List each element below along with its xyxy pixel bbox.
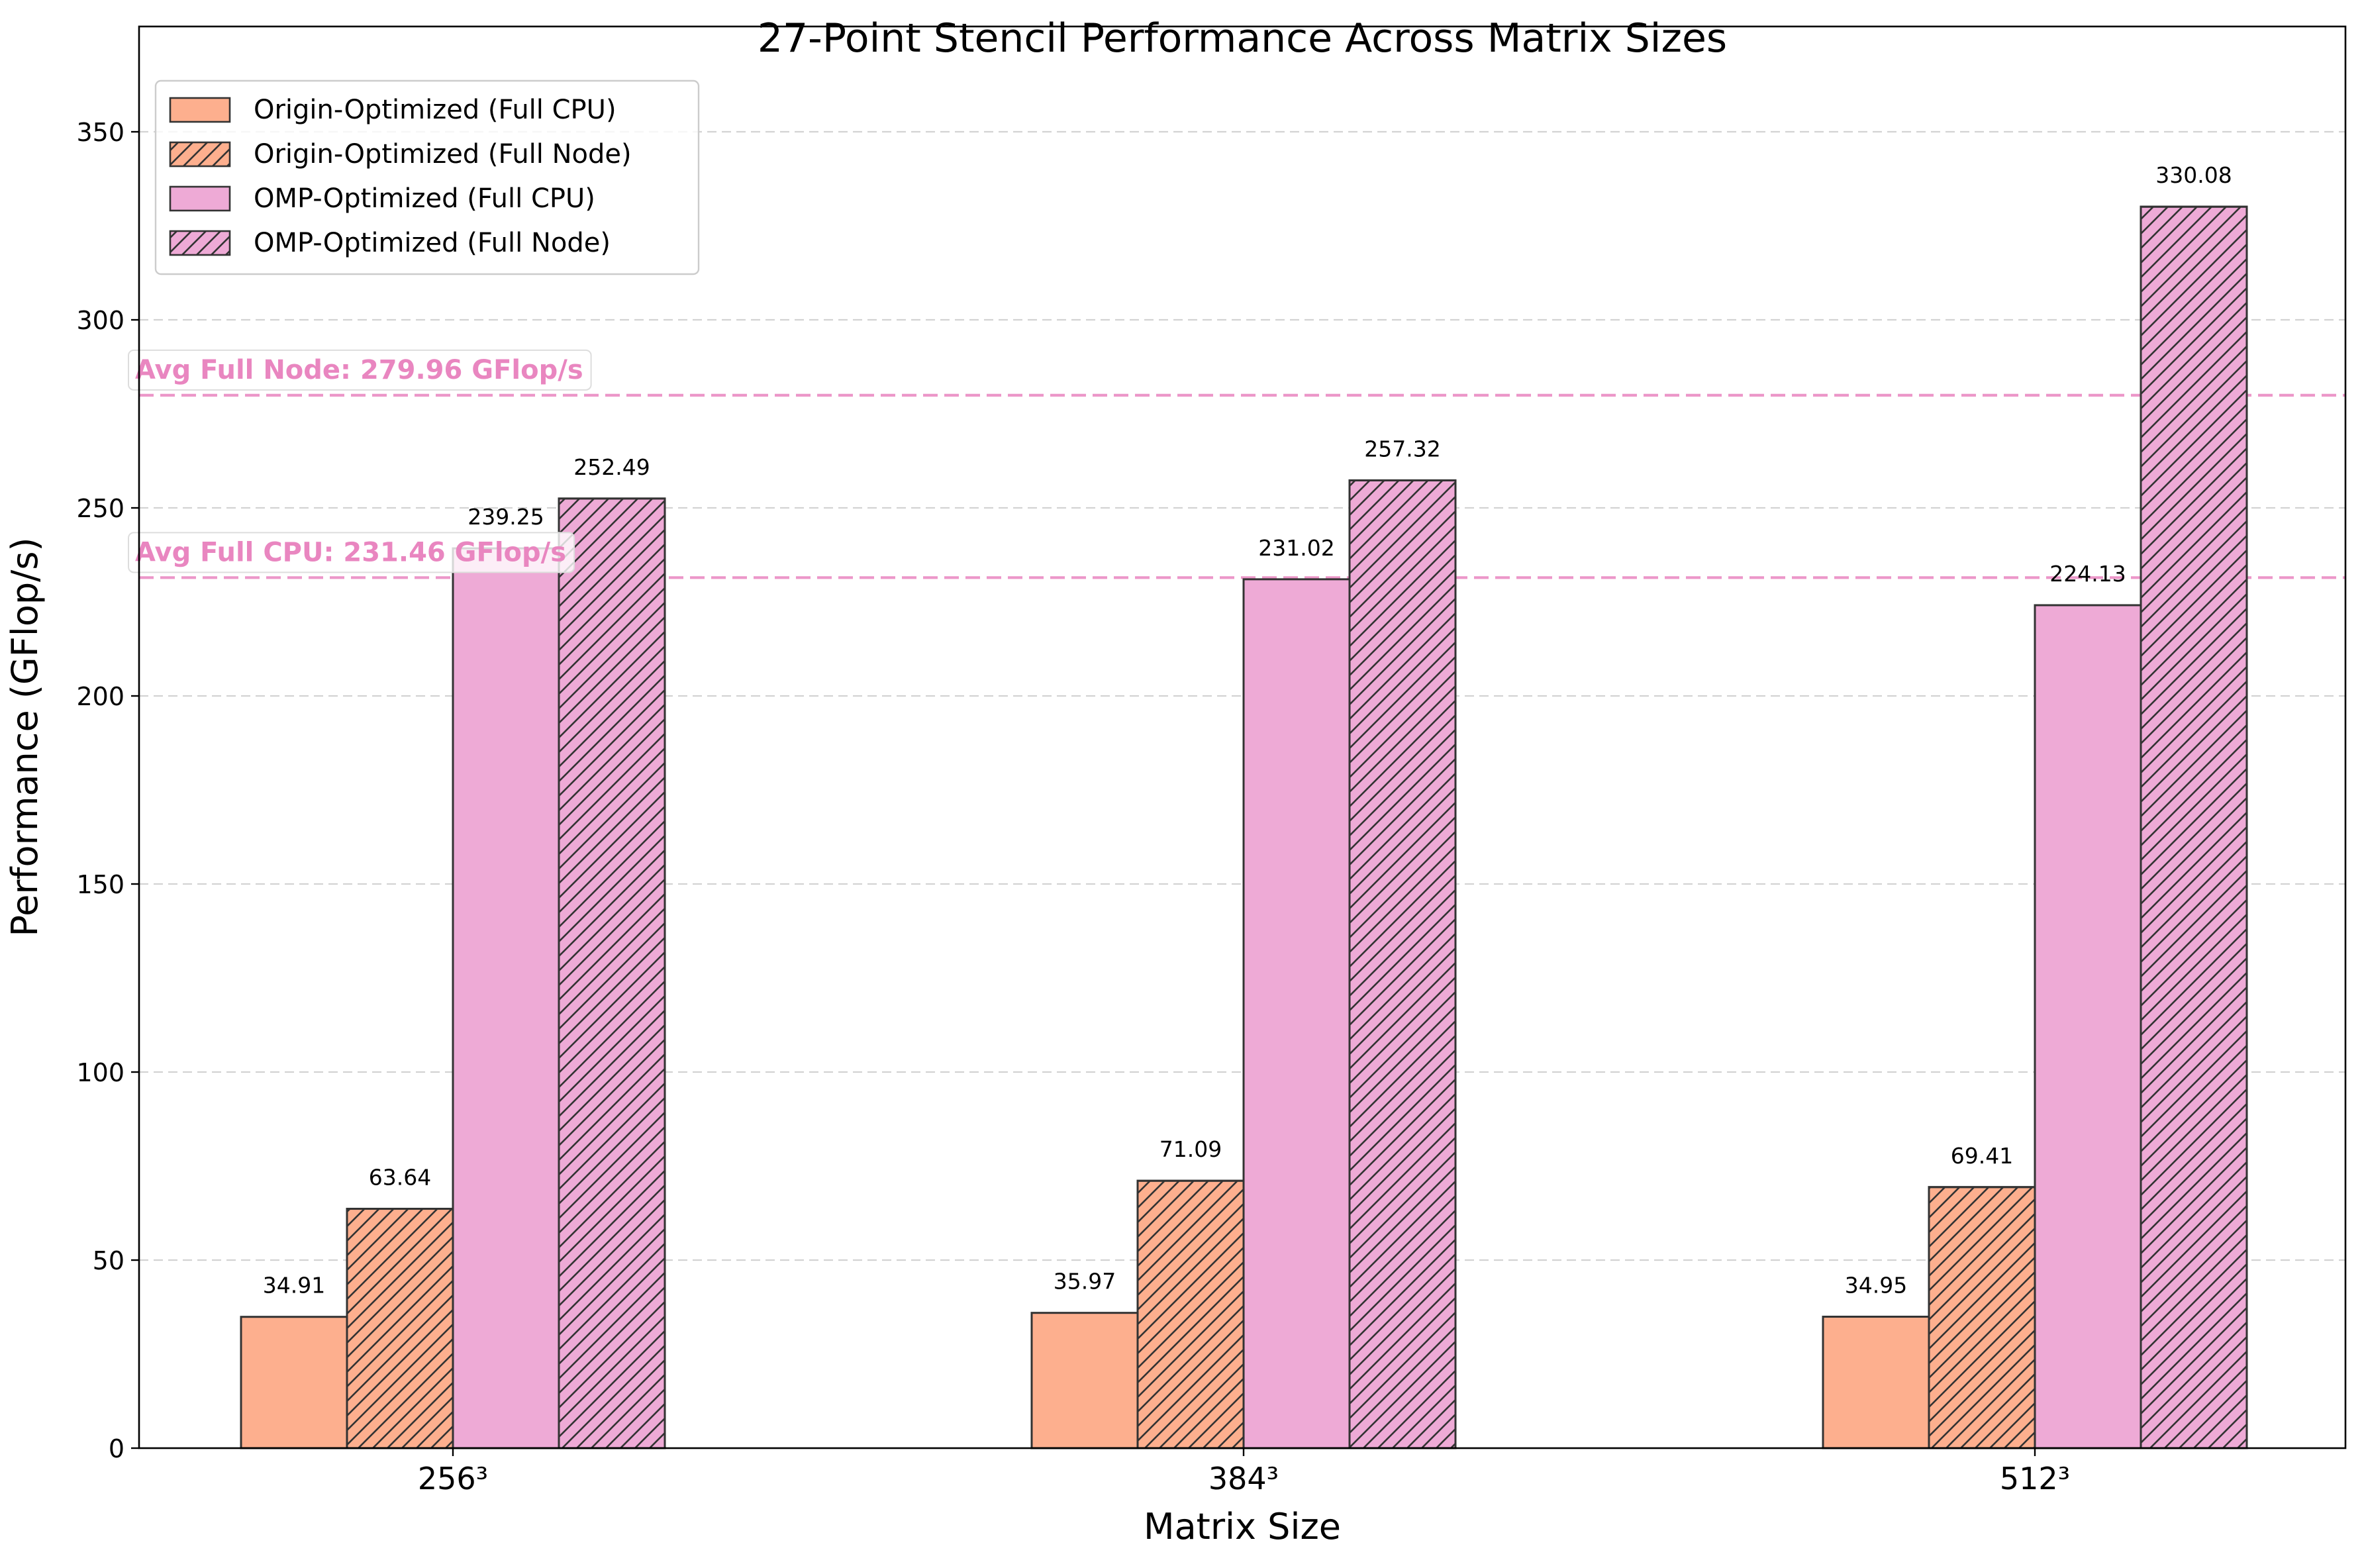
y-tick-label: 300 <box>76 306 124 335</box>
bar-hatch <box>559 498 665 1448</box>
reference-labels: Avg Full Node: 279.96 GFlop/s Avg Full CP… <box>128 349 592 573</box>
legend: Origin-Optimized (Full CPU) Origin-Optimi… <box>154 79 700 275</box>
x-tick-label: 256³ <box>418 1461 488 1496</box>
reference-label-text: Avg Full Node: 279.96 GFlop/s <box>135 355 583 385</box>
bar-hatch <box>2141 207 2247 1448</box>
bar-value-label: 71.09 <box>1159 1136 1222 1162</box>
legend-box <box>154 79 700 275</box>
bar-hatch <box>1929 1187 2035 1448</box>
bar-hatch <box>1138 1181 1244 1448</box>
y-tick-label: 150 <box>76 870 124 899</box>
bar-value-label: 231.02 <box>1258 535 1334 561</box>
bars <box>240 205 2248 1449</box>
bar-value-label: 239.25 <box>468 504 544 530</box>
reference-label-box <box>128 349 592 391</box>
y-tick-label: 200 <box>76 682 124 711</box>
y-axis-ticks: 0 50 100 150 200 250 300 350 <box>76 118 139 1463</box>
y-tick-label: 0 <box>109 1434 124 1463</box>
bar <box>2034 604 2142 1449</box>
bar-value-label: 69.41 <box>1951 1143 2013 1169</box>
reference-label: Avg Full CPU: 231.46 GFlop/s <box>128 532 575 573</box>
chart-title: 27-Point Stencil Performance Across Matr… <box>758 15 1727 62</box>
plot-frame <box>138 25 2347 1449</box>
legend-swatch-hatch <box>170 142 230 166</box>
x-tick-label: 512³ <box>2000 1461 2070 1496</box>
legend-swatch <box>169 97 231 123</box>
bar <box>1242 578 1351 1449</box>
bar <box>1822 1315 1930 1449</box>
bar-value-label: 63.64 <box>369 1165 431 1191</box>
reference-label: Avg Full Node: 279.96 GFlop/s <box>128 349 592 391</box>
bar-value-label: 330.08 <box>2155 162 2232 188</box>
bar-value-label: 34.95 <box>1845 1272 1907 1298</box>
legend-label: Origin-Optimized (Full Node) <box>254 139 632 170</box>
bar-hatch <box>1350 480 1455 1448</box>
legend-swatch-hatch <box>170 231 230 255</box>
bar-value-label: 35.97 <box>1054 1269 1116 1295</box>
x-axis-label: Matrix Size <box>1144 1506 1341 1547</box>
y-tick-label: 250 <box>76 494 124 523</box>
value-labels: 34.91 35.97 34.95 63.64 71.09 69.41 239.25 231.… <box>263 162 2232 1298</box>
y-tick-label: 350 <box>76 118 124 147</box>
y-axis-label: Performance (GFlop/s) <box>4 537 46 936</box>
legend-label: Origin-Optimized (Full CPU) <box>254 95 616 125</box>
legend-label: OMP-Optimized (Full CPU) <box>254 183 595 214</box>
bar <box>452 547 560 1449</box>
x-tick-label: 384³ <box>1208 1461 1279 1496</box>
reference-label-box <box>128 532 575 573</box>
legend-label: OMP-Optimized (Full Node) <box>254 228 611 258</box>
bar-value-label: 252.49 <box>573 454 650 480</box>
bar <box>240 1316 348 1449</box>
bar-value-label: 224.13 <box>2049 561 2126 587</box>
y-tick-label: 50 <box>93 1246 124 1275</box>
bar-hatch <box>347 1208 453 1448</box>
legend-swatch <box>169 185 231 212</box>
y-tick-label: 100 <box>76 1058 124 1087</box>
bar-value-label: 257.32 <box>1364 436 1440 462</box>
reference-label-text: Avg Full CPU: 231.46 GFlop/s <box>135 537 566 567</box>
bar-value-label: 34.91 <box>263 1273 325 1298</box>
x-axis-ticks: 256³ 384³ 512³ <box>418 1448 2070 1496</box>
bar <box>1030 1312 1139 1449</box>
